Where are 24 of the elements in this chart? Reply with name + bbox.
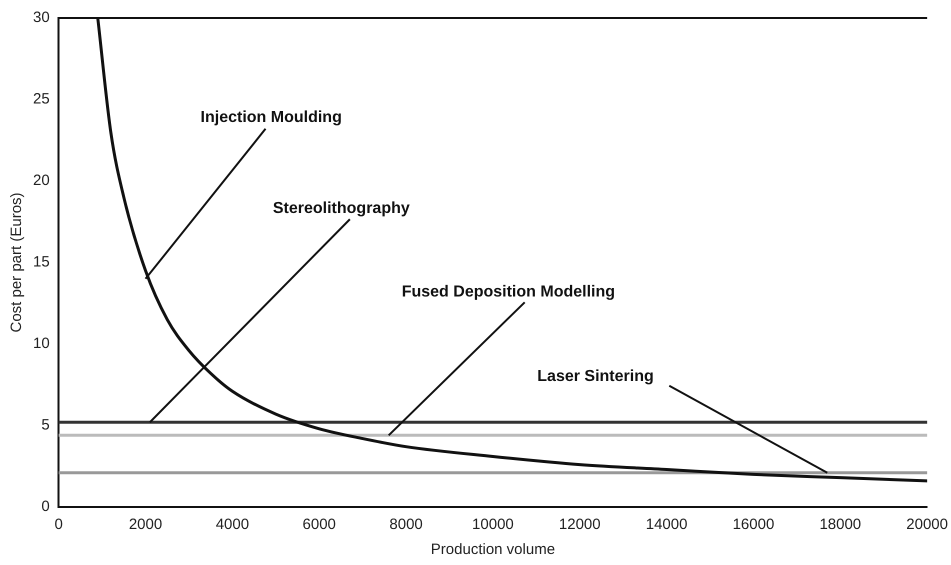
y-tick-label: 0 [41, 498, 50, 516]
y-tick-label: 10 [32, 335, 50, 352]
annotation: Laser Sintering [537, 368, 654, 385]
x-tick-label: 16000 [732, 516, 774, 534]
y-tick-label: 5 [41, 416, 50, 434]
annotation: Injection Moulding [200, 108, 342, 126]
x-tick-label: 12000 [558, 516, 601, 534]
x-tick-label: 6000 [302, 516, 336, 534]
y-tick-label: 25 [32, 90, 50, 108]
x-tick-label: 10000 [472, 516, 514, 534]
y-tick-label: 30 [32, 9, 50, 26]
y-axis-title: Cost per part (Euros) [8, 192, 26, 333]
y-tick-label: 15 [32, 254, 50, 271]
y-tick-label: 20 [32, 172, 50, 190]
x-tick-label: 2000 [128, 516, 162, 534]
x-tick-label: 20000 [906, 516, 948, 534]
annotation: Stereolithography [272, 200, 410, 218]
annotation: Fused Deposition Modelling [402, 283, 616, 300]
x-tick-label: 0 [54, 516, 63, 534]
x-tick-label: 14000 [646, 516, 688, 534]
x-tick-label: 8000 [389, 516, 423, 534]
x-axis-title: Production volume [430, 541, 556, 558]
x-tick-label: 4000 [216, 516, 250, 534]
x-tick-label: 18000 [819, 516, 862, 534]
